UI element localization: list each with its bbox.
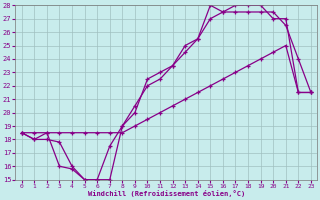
X-axis label: Windchill (Refroidissement éolien,°C): Windchill (Refroidissement éolien,°C) [88,190,245,197]
